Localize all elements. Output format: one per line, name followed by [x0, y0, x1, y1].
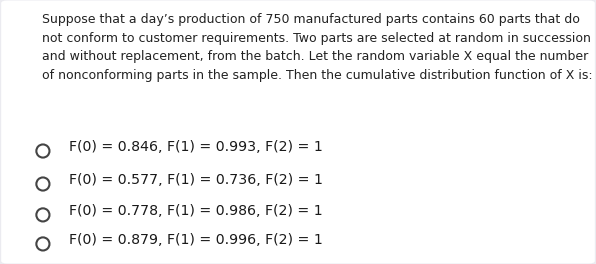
Text: F(0) = 0.879, F(1) = 0.996, F(2) = 1: F(0) = 0.879, F(1) = 0.996, F(2) = 1: [69, 233, 322, 247]
Text: F(0) = 0.577, F(1) = 0.736, F(2) = 1: F(0) = 0.577, F(1) = 0.736, F(2) = 1: [69, 173, 322, 187]
Text: F(0) = 0.846, F(1) = 0.993, F(2) = 1: F(0) = 0.846, F(1) = 0.993, F(2) = 1: [69, 140, 322, 154]
Text: F(0) = 0.778, F(1) = 0.986, F(2) = 1: F(0) = 0.778, F(1) = 0.986, F(2) = 1: [69, 204, 322, 218]
Text: Suppose that a day’s production of 750 manufactured parts contains 60 parts that: Suppose that a day’s production of 750 m…: [42, 13, 592, 82]
